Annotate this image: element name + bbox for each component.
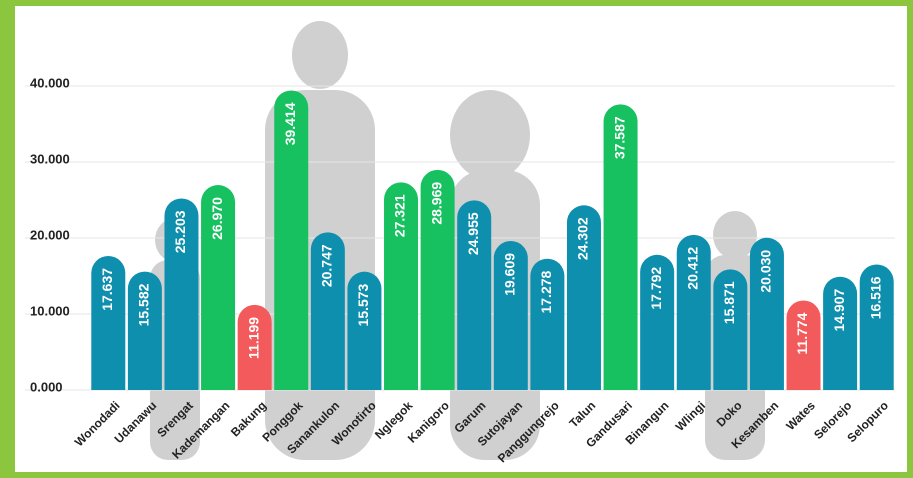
y-tick-label: 20.000 bbox=[30, 227, 70, 242]
bar bbox=[530, 258, 565, 390]
bar bbox=[859, 264, 894, 390]
value-label: 15.871 bbox=[721, 281, 737, 324]
value-label: 17.278 bbox=[538, 270, 554, 313]
value-label: 24.302 bbox=[575, 217, 591, 260]
bar bbox=[201, 185, 236, 390]
value-label: 27.321 bbox=[392, 194, 408, 237]
bar bbox=[237, 304, 272, 390]
value-label: 26.970 bbox=[209, 197, 225, 240]
value-label: 11.199 bbox=[245, 317, 261, 359]
bar bbox=[566, 205, 601, 390]
bar bbox=[749, 237, 784, 390]
bar bbox=[457, 200, 492, 390]
value-label: 28.969 bbox=[428, 182, 444, 225]
y-tick-label: 0.000 bbox=[30, 379, 63, 394]
value-label: 14.907 bbox=[831, 289, 847, 332]
value-label: 15.573 bbox=[355, 283, 371, 326]
value-label: 17.637 bbox=[99, 268, 115, 311]
value-label: 20.030 bbox=[758, 250, 774, 293]
bar bbox=[823, 276, 858, 390]
value-label: 11.774 bbox=[794, 312, 810, 354]
bar bbox=[713, 269, 748, 390]
value-label: 24.955 bbox=[465, 212, 481, 255]
value-label: 20.412 bbox=[684, 247, 700, 290]
value-label: 19.609 bbox=[501, 253, 517, 296]
bar bbox=[786, 300, 821, 390]
value-label: 20.747 bbox=[319, 244, 335, 287]
bar bbox=[310, 232, 345, 390]
bar bbox=[493, 240, 528, 390]
bar bbox=[420, 169, 455, 390]
frame-left bbox=[3, 3, 15, 475]
value-label: 15.582 bbox=[136, 283, 152, 326]
bar bbox=[274, 90, 309, 390]
value-label: 16.516 bbox=[867, 276, 883, 319]
bar bbox=[640, 254, 675, 390]
bar bbox=[127, 271, 162, 390]
bar bbox=[676, 234, 711, 390]
bar bbox=[347, 271, 382, 390]
bar bbox=[384, 182, 419, 390]
bar bbox=[603, 104, 638, 390]
value-label: 37.587 bbox=[611, 116, 627, 159]
y-tick-label: 40.000 bbox=[30, 75, 70, 90]
value-label: 25.203 bbox=[172, 210, 188, 253]
y-tick-label: 10.000 bbox=[30, 303, 70, 318]
value-label: 17.792 bbox=[648, 267, 664, 310]
y-tick-label: 30.000 bbox=[30, 151, 70, 166]
value-label: 39.414 bbox=[282, 102, 298, 145]
bar bbox=[91, 255, 126, 390]
bar bbox=[164, 198, 199, 390]
